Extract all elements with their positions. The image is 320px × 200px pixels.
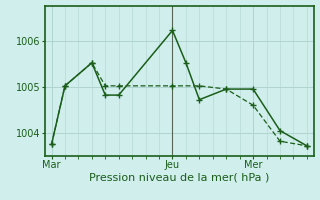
X-axis label: Pression niveau de la mer( hPa ): Pression niveau de la mer( hPa ) [89,173,269,183]
